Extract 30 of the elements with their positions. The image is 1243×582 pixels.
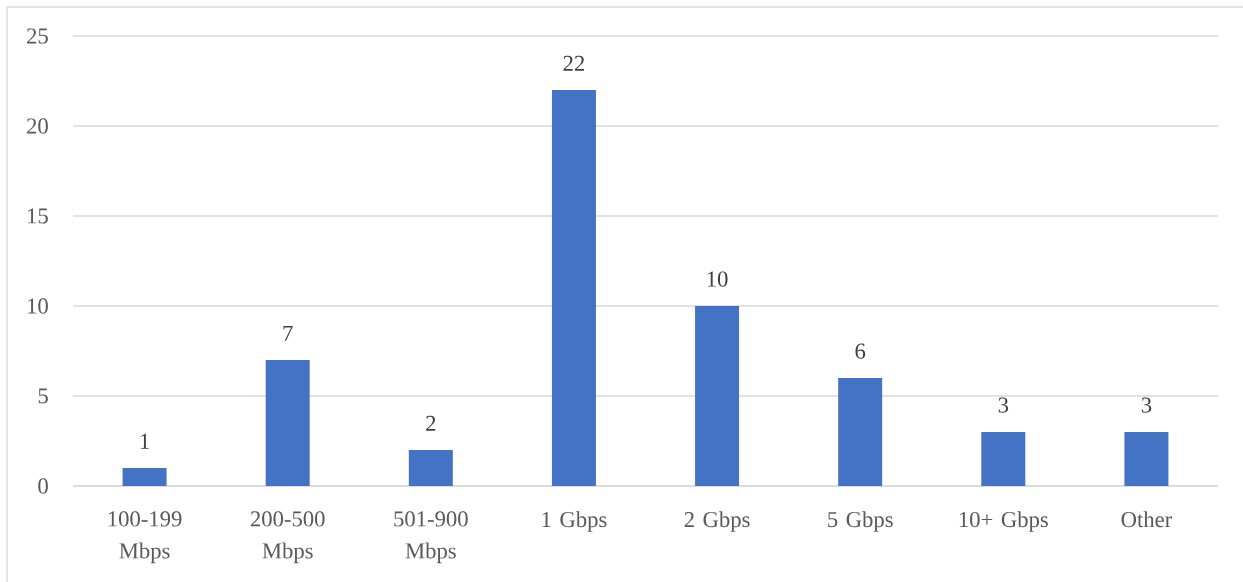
x-tick-label: 100-199 Mbps [108,511,182,564]
data-label: 3 [1141,397,1152,413]
bar [981,431,1026,486]
bar [122,467,167,486]
y-tick-label: 0 [38,478,48,494]
data-label: 2 [426,415,436,431]
y-tick-label: 25 [27,28,48,44]
data-label: 7 [283,325,293,341]
x-tick-label: 10+ Gbps [959,511,1048,532]
y-tick-label: 20 [27,118,48,134]
y-tick-label: 15 [28,208,48,224]
x-tick-label: Other [1121,511,1173,528]
bar [408,449,453,486]
data-label: 3 [998,397,1009,413]
x-tick-label: 200-500 Mbps [250,511,325,564]
data-label: 6 [855,343,866,359]
x-tick-label: 1 Gbps [542,511,607,532]
x-tick-label: 2 Gbps [684,511,750,532]
y-tick-label: 10 [28,298,48,314]
data-label: 22 [563,55,585,71]
bar [695,305,740,486]
bar [1124,431,1169,486]
data-label: 10 [707,271,728,287]
data-label: 1 [140,433,149,449]
bar [265,359,310,486]
x-tick-label: 501-900 Mbps [394,511,468,564]
bar [838,377,883,486]
bar [551,90,596,486]
x-tick-label: 5 Gbps [828,511,893,532]
y-tick-label: 5 [38,388,48,404]
